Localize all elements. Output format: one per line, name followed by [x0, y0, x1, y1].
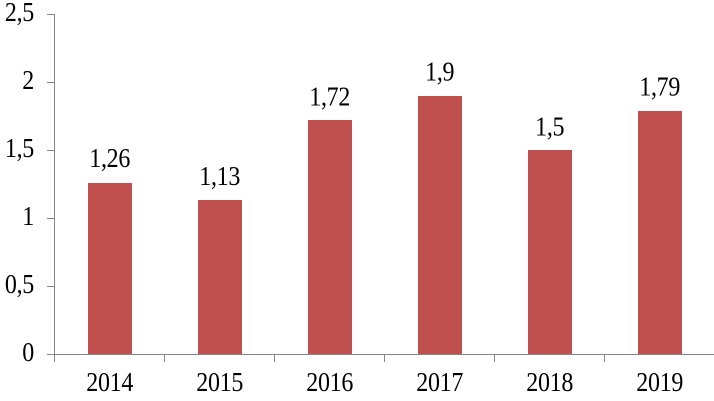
y-axis-tick-label: 0 — [22, 337, 34, 368]
bar-2018 — [527, 150, 572, 354]
x-axis-tick — [384, 354, 386, 363]
x-axis-tick — [54, 354, 56, 363]
bar-2015 — [197, 200, 242, 354]
x-axis-tick — [274, 354, 276, 363]
x-axis-category-label: 2017 — [416, 367, 464, 398]
bar-2017 — [417, 95, 462, 354]
y-axis-tick-label: 2 — [22, 65, 34, 96]
bar-value-label: 1,9 — [425, 57, 455, 88]
bar-value-label: 1,5 — [535, 112, 565, 142]
x-axis-category-label: 2014 — [86, 367, 134, 398]
y-axis-tick — [47, 218, 56, 220]
y-axis-line — [54, 14, 56, 356]
x-axis-category-label: 2018 — [526, 367, 574, 398]
y-axis-tick — [47, 354, 56, 356]
y-axis-tick — [47, 14, 56, 16]
x-axis-category-label: 2019 — [636, 367, 684, 398]
bar-2019 — [637, 110, 682, 354]
bar-2016 — [307, 120, 352, 354]
y-axis-tick-label: 0,5 — [4, 269, 34, 300]
bar-value-label: 1,26 — [89, 144, 131, 175]
bar-value-label: 1,72 — [309, 82, 351, 113]
bar-2014 — [87, 182, 132, 354]
y-axis-tick — [47, 286, 56, 288]
x-axis-tick — [164, 354, 166, 363]
y-axis-tick-label: 1 — [22, 201, 34, 232]
x-axis-tick — [604, 354, 606, 363]
x-axis-category-label: 2015 — [196, 367, 244, 398]
bar-value-label: 1,13 — [199, 162, 241, 193]
y-axis-tick — [47, 150, 56, 152]
bar-value-label: 1,79 — [639, 72, 681, 103]
y-axis-tick — [47, 82, 56, 84]
x-axis-tick — [494, 354, 496, 363]
y-axis-tick-label: 2,5 — [4, 0, 34, 28]
x-axis-category-label: 2016 — [306, 367, 354, 398]
y-axis-tick-label: 1,5 — [4, 133, 34, 164]
